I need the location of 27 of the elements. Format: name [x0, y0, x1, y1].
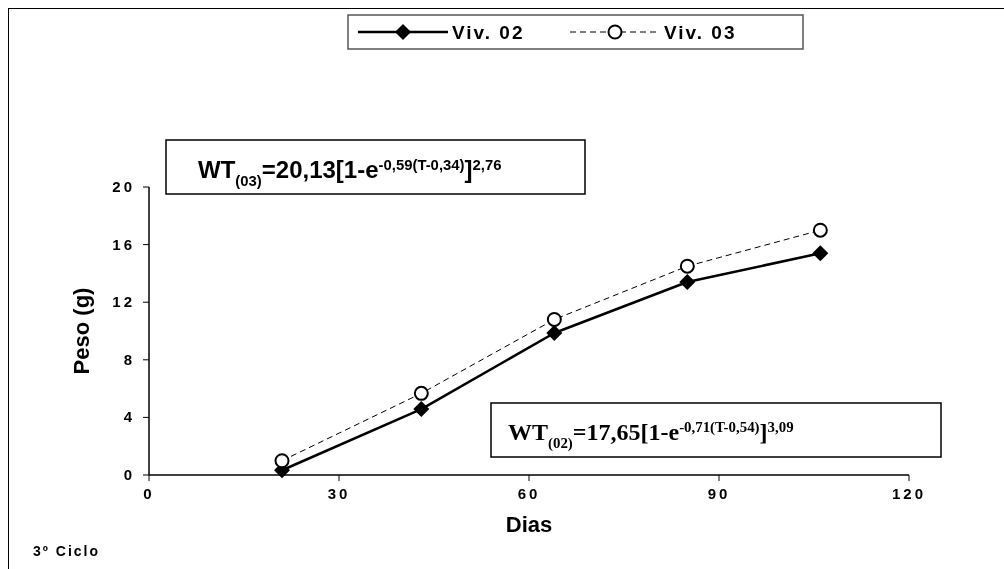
y-tick-label: 12 — [112, 293, 135, 311]
point — [679, 274, 696, 291]
annotation: WT$_{(02)}$=17,65[1-e$^{-0,71(T-0,54)}$]$^{3,09}$ — [508, 419, 794, 452]
legend-label: Viv. 02 — [452, 22, 525, 43]
annotation: WT$_{(03)}$=20,13[1-e$^{-0,59(T-0,34)}$]$^{2,76}$ — [198, 156, 502, 189]
y-axis-title: Peso (g) — [69, 287, 94, 375]
y-tick-label: 0 — [123, 466, 135, 483]
x-tick-label: 60 — [517, 485, 541, 502]
point — [812, 222, 828, 238]
point — [679, 258, 695, 274]
point — [274, 453, 290, 469]
x-axis-title: Dias — [505, 512, 553, 537]
y-tick-label: 20 — [112, 178, 135, 195]
point — [413, 385, 429, 401]
point — [546, 311, 562, 327]
x-tick-label: 90 — [707, 485, 731, 502]
x-tick-label: 120 — [891, 485, 927, 502]
y-tick-label: 8 — [123, 350, 135, 368]
x-tick-label: 30 — [327, 485, 351, 502]
legend-label: Viv. 03 — [664, 22, 737, 43]
y-tick-label: 16 — [112, 235, 135, 253]
point — [546, 325, 563, 342]
point — [812, 245, 829, 262]
point — [413, 401, 430, 418]
text: 3º Ciclo — [33, 543, 101, 559]
x-tick-label: 0 — [143, 485, 155, 502]
y-tick-label: 4 — [123, 408, 135, 426]
